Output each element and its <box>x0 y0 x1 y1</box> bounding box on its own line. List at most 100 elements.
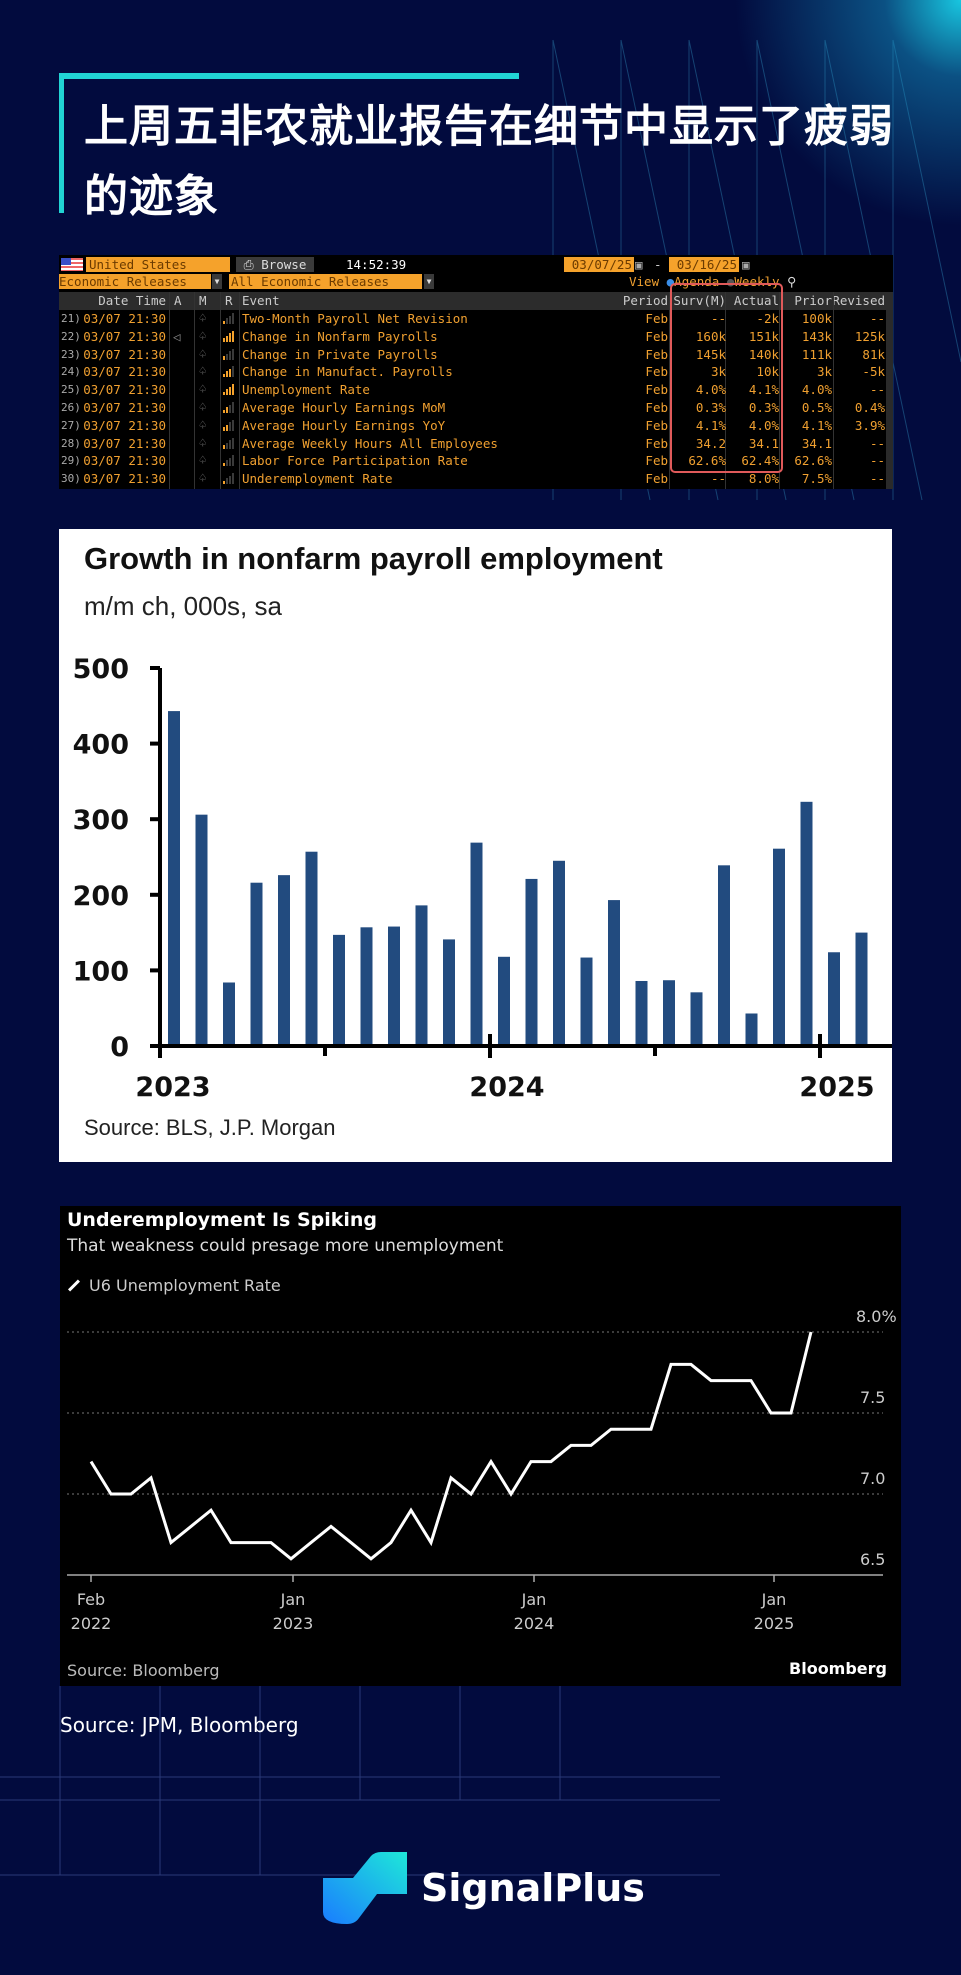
line-chart-plot: 6.5 7.0 7.5 8.0% Feb 2022 Jan 2023 Jan 2024 Jan 202… <box>67 1307 897 1633</box>
row-number: 21) <box>61 312 81 325</box>
row-datetime: 03/07 21:30 <box>83 453 166 469</box>
col-m[interactable]: M <box>199 293 207 308</box>
row-event[interactable]: Two-Month Payroll Net Revision <box>242 311 468 326</box>
y-tick-label: 100 <box>73 956 129 987</box>
relevance-icon <box>223 330 234 342</box>
x-tick-year: 2022 <box>71 1614 112 1633</box>
bar <box>745 1013 758 1046</box>
row-surv: -- <box>710 471 726 487</box>
bell-icon[interactable]: ♤ <box>199 470 207 486</box>
calendar-icon[interactable]: ▣ <box>635 257 643 272</box>
calendar-icon[interactable]: ▣ <box>742 257 750 272</box>
row-number: 27) <box>61 418 81 432</box>
bell-icon[interactable]: ♤ <box>199 345 207 361</box>
date-to-field[interactable]: 03/16/25 <box>669 257 739 272</box>
bell-icon[interactable]: ♤ <box>199 310 207 325</box>
search-icon[interactable]: ⚲ <box>787 274 797 289</box>
bell-icon[interactable]: ♤ <box>199 452 207 468</box>
bar <box>333 934 345 1046</box>
radio-selected-icon[interactable]: ● <box>666 274 675 289</box>
radio-icon[interactable]: ● <box>726 274 735 289</box>
bell-icon[interactable]: ♤ <box>199 327 207 343</box>
chevron-down-icon[interactable]: ▼ <box>424 274 434 289</box>
row-number: 30) <box>61 472 81 486</box>
col-prior[interactable]: Prior <box>794 293 832 308</box>
row-event[interactable]: Average Hourly Earnings MoM <box>242 400 446 415</box>
y-tick-label: 200 <box>73 881 129 912</box>
table-row[interactable]: 22) 03/07 21:30 ◁ ♤ Change in Nonfarm Pa… <box>59 328 893 346</box>
row-event[interactable]: Labor Force Participation Rate <box>242 453 468 469</box>
row-datetime: 03/07 21:30 <box>83 311 166 326</box>
view-weekly[interactable]: Weekly <box>734 274 780 289</box>
col-surv[interactable]: Surv(M) <box>673 293 726 308</box>
view-toggle[interactable]: View ●Agenda ●Weekly ⚲ <box>629 274 796 289</box>
row-prior: 143k <box>801 328 832 344</box>
legend: U6 Unemployment Rate <box>67 1276 281 1295</box>
col-period[interactable]: Period <box>622 293 668 308</box>
row-number: 22) <box>61 329 81 343</box>
row-period: Feb <box>645 382 668 398</box>
table-row[interactable]: 30) 03/07 21:30 ♤ Underemployment Rate F… <box>59 470 893 488</box>
col-actual[interactable]: Actual <box>733 293 779 308</box>
corner-glow <box>701 0 961 230</box>
bell-icon[interactable]: ♤ <box>199 399 207 414</box>
table-row[interactable]: 21) 03/07 21:30 ♤ Two-Month Payroll Net … <box>59 310 893 328</box>
x-tick-month: Feb <box>77 1590 105 1609</box>
bloomberg-terminal-table: United States ⎙ Browse 14:52:39 03/07/25… <box>59 255 893 489</box>
relevance-icon <box>223 384 234 396</box>
underemployment-chart: Underemployment Is Spiking That weakness… <box>60 1206 901 1686</box>
row-prior: 100k <box>801 311 832 326</box>
table-row[interactable]: 24) 03/07 21:30 ♤ Change in Manufact. Pa… <box>59 363 893 381</box>
bar <box>525 878 538 1046</box>
col-datetime[interactable]: Date Time <box>98 293 166 308</box>
row-period: Feb <box>645 346 668 362</box>
bell-icon[interactable]: ♤ <box>199 434 207 450</box>
bar <box>305 851 318 1046</box>
browse-button[interactable]: ⎙ Browse <box>236 257 314 272</box>
bell-icon[interactable]: ♤ <box>199 363 207 379</box>
row-period: Feb <box>645 364 668 380</box>
bell-icon[interactable]: ♤ <box>199 416 207 432</box>
col-revised[interactable]: Revised <box>832 293 885 308</box>
col-event[interactable]: Event <box>242 293 280 308</box>
table-row[interactable]: 27) 03/07 21:30 ♤ Average Hourly Earning… <box>59 417 893 435</box>
row-event[interactable]: Change in Nonfarm Payrolls <box>242 328 438 344</box>
y-tick-label: 8.0% <box>856 1307 897 1326</box>
view-agenda[interactable]: Agenda <box>674 274 720 289</box>
table-row[interactable]: 25) 03/07 21:30 ♤ Unemployment Rate Feb … <box>59 381 893 399</box>
bar <box>580 957 593 1046</box>
chevron-down-icon[interactable]: ▼ <box>212 274 222 289</box>
chart-source: Source: Bloomberg <box>67 1661 220 1680</box>
scrollbar[interactable] <box>886 310 893 489</box>
col-r[interactable]: R <box>225 293 233 308</box>
row-period: Feb <box>645 453 668 469</box>
row-period: Feb <box>645 400 668 415</box>
row-event[interactable]: Unemployment Rate <box>242 382 370 398</box>
table-row[interactable]: 23) 03/07 21:30 ♤ Change in Private Payr… <box>59 346 893 364</box>
table-row[interactable]: 26) 03/07 21:30 ♤ Average Hourly Earning… <box>59 399 893 417</box>
row-event[interactable]: Average Weekly Hours All Employees <box>242 435 498 451</box>
bar <box>443 939 455 1046</box>
row-event[interactable]: Change in Private Payrolls <box>242 346 438 362</box>
row-datetime: 03/07 21:30 <box>83 417 166 433</box>
row-actual: 62.4% <box>741 453 779 469</box>
row-event[interactable]: Underemployment Rate <box>242 471 393 487</box>
category-dropdown[interactable]: Economic Releases <box>59 274 211 289</box>
row-prior: 4.0% <box>801 382 832 398</box>
filter-dropdown[interactable]: All Economic Releases <box>229 274 422 289</box>
country-field[interactable]: United States <box>86 257 230 272</box>
row-revised: 3.9% <box>854 417 885 433</box>
bell-icon[interactable]: ♤ <box>199 381 207 397</box>
date-from-field[interactable]: 03/07/25 <box>564 257 634 272</box>
relevance-icon <box>223 437 234 449</box>
row-event[interactable]: Average Hourly Earnings YoY <box>242 417 446 433</box>
table-row[interactable]: 29) 03/07 21:30 ♤ Labor Force Participat… <box>59 452 893 470</box>
col-a[interactable]: A <box>174 293 182 308</box>
speaker-icon[interactable]: ◁ <box>173 328 181 344</box>
row-event[interactable]: Change in Manufact. Payrolls <box>242 364 453 380</box>
y-tick-label: 0 <box>110 1032 129 1063</box>
table-row[interactable]: 28) 03/07 21:30 ♤ Average Weekly Hours A… <box>59 435 893 453</box>
row-period: Feb <box>645 435 668 451</box>
row-period: Feb <box>645 417 668 433</box>
accent-bar <box>59 73 519 79</box>
